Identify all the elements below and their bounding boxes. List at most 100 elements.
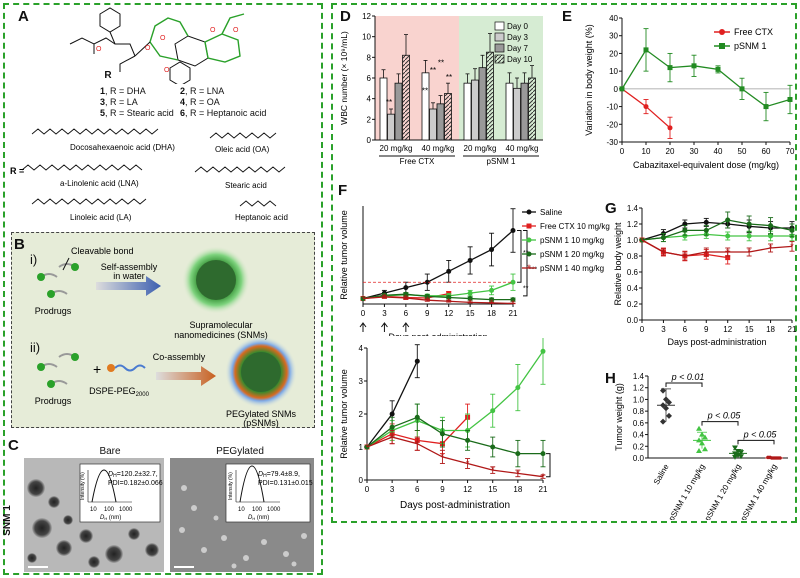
bar [528, 77, 536, 141]
series-line [366, 436, 544, 478]
y-tick-label: 6 [367, 74, 372, 83]
pegylated-snms-line2: (pSNMs) [243, 418, 279, 428]
panel-label-d: D [340, 8, 351, 25]
significance-bracket [517, 230, 522, 283]
y-tick-label: 30 [609, 32, 618, 41]
svg-text:O: O [96, 46, 102, 53]
x-axis-label: Cabazitaxel-equivalent dose (mg/kg) [633, 160, 779, 170]
fatty-acid-structures: Docosahexaenoic acid (DHA) Oleic acid (O… [10, 128, 288, 222]
inset-y-label: Intensity (%) [80, 472, 86, 500]
data-point [490, 444, 496, 450]
x-tick-label: 18 [487, 309, 496, 318]
group-tick-label: 20 mg/kg [380, 144, 413, 153]
x-tick-label: 15 [466, 309, 475, 318]
y-tick-label: 0.2 [627, 300, 639, 309]
data-point [789, 227, 795, 233]
legend-swatch [494, 54, 505, 64]
x-axis-label: Days post-administration [400, 500, 510, 511]
y-tick-label: 1.4 [633, 372, 645, 381]
data-point [703, 219, 709, 225]
y-tick-label: 8 [367, 53, 372, 62]
legend-label: Saline [540, 208, 563, 217]
data-point: * [769, 243, 773, 253]
y-tick-label: -20 [606, 120, 618, 129]
significance-mark: ** [386, 98, 392, 107]
compound-number: 2 [180, 86, 186, 96]
inset-x-label: DH (nm) [248, 515, 269, 521]
y-tick-label: 0.0 [627, 316, 639, 325]
bar [471, 79, 479, 141]
self-assembly-label: Self-assembly [101, 262, 158, 272]
data-point [732, 454, 738, 460]
data-point [738, 454, 744, 460]
bar [436, 103, 445, 141]
bare-dh-text: DH=120.2±32.7, [108, 471, 158, 479]
y-tick-label: 1.2 [633, 384, 645, 393]
x-axis-label: Days post-administration [667, 337, 766, 347]
data-point [667, 65, 673, 71]
x-tick-label: 40 [714, 147, 723, 156]
data-point [732, 445, 738, 451]
data-point [403, 285, 409, 291]
x-tick-label: 12 [444, 309, 453, 318]
inset-x-unit: (nm) [107, 515, 121, 521]
x-tick-label: 21 [509, 309, 518, 318]
r-assignment: R = OA [190, 97, 220, 107]
significance-mark: ** [446, 73, 452, 82]
x-tick-label: 6 [415, 485, 420, 494]
y-tick-label: 0.8 [627, 252, 639, 261]
x-tick-label: 3 [390, 485, 395, 494]
y-tick-label: 0 [614, 85, 619, 94]
x-axis-label: Days post-administration [388, 332, 487, 336]
r-assignments: 1, R = DHA 2, R = LNA 3, R = LA 4, R = O… [100, 86, 267, 118]
data-point [424, 279, 430, 285]
data-point [490, 408, 496, 414]
bar [520, 82, 529, 141]
p-value: p < 0.05 [743, 429, 778, 439]
inset-x-var: D [248, 515, 253, 521]
data-point: * [383, 292, 387, 302]
y-tick-label: 1.2 [627, 220, 639, 229]
series-line [641, 233, 792, 241]
x-tick-label: 21 [539, 485, 548, 494]
bar [429, 108, 437, 141]
dspe-peg-subscript: 2000 [136, 392, 150, 398]
acid-name-oa: Oleic acid (OA) [215, 145, 270, 154]
data-point: * [447, 296, 451, 306]
significance-bracket [701, 421, 739, 426]
bare-title: Bare [99, 446, 121, 457]
data-point [715, 66, 721, 72]
data-point [643, 104, 649, 110]
group-tick-label: 40 mg/kg [506, 144, 539, 153]
data-point [725, 255, 731, 261]
scheme-label-i: i) [30, 252, 38, 267]
x-tick-label: 12 [463, 485, 472, 494]
data-point [424, 293, 430, 299]
category-label: pSNM 1 20 mg/kg [703, 463, 743, 521]
compound-number: 1 [100, 86, 106, 96]
compound-number: 6 [180, 108, 186, 118]
data-point: * [468, 297, 472, 307]
y-tick-label: 3 [359, 377, 364, 386]
data-point: * [747, 247, 751, 257]
data-point: * [726, 247, 730, 257]
data-point [540, 348, 546, 354]
side-label-snm1: SNM 1 [1, 505, 13, 536]
group-label: Free CTX [400, 157, 435, 166]
data-point [414, 414, 420, 420]
data-point: * [441, 452, 445, 462]
y-tick-label: 10 [362, 33, 371, 42]
data-point [691, 63, 697, 69]
bar [394, 82, 403, 141]
dose-arrow [381, 322, 388, 332]
x-tick-label: 6 [683, 325, 688, 334]
data-point [667, 125, 673, 131]
dspe-peg-label: DSPE-PEG2000 [89, 386, 150, 398]
in-water-label: in water [113, 271, 145, 281]
panel-label-f: F [338, 182, 348, 199]
data-point [725, 217, 731, 223]
pegylated-snms-line1: PEGylated SNMs [226, 409, 297, 419]
series-line [362, 293, 513, 301]
